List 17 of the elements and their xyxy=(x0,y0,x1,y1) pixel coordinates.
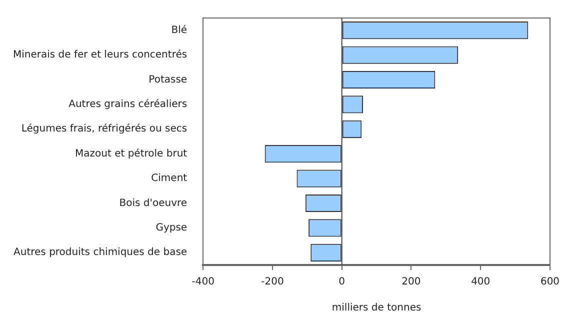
y-tick-label: Mazout et pétrole brut xyxy=(75,148,188,160)
x-tick-label: -200 xyxy=(261,276,284,288)
y-tick-label: Blé xyxy=(171,24,188,36)
y-tick-label: Ciment xyxy=(151,173,188,184)
y-tick-label: Légumes frais, réfrigérés ou secs xyxy=(21,124,188,135)
x-tick-label: -400 xyxy=(192,276,214,288)
y-tick-label: Minerais de fer et leurs concentrés xyxy=(12,50,188,61)
y-tick-label: Autres grains céréaliers xyxy=(68,99,188,110)
y-tick-label: Gypse xyxy=(156,222,188,234)
x-tick-label: 600 xyxy=(540,276,560,288)
y-tick-label: Potasse xyxy=(148,74,188,86)
x-axis-title: milliers de tonnes xyxy=(332,302,422,314)
x-tick-label: 400 xyxy=(471,276,490,288)
x-tick-label: 200 xyxy=(402,276,421,288)
y-tick-label: Bois d'oeuvre xyxy=(119,198,188,209)
x-tick-label: 0 xyxy=(338,276,346,288)
y-tick-label: Autres produits chimiques de base xyxy=(14,247,188,258)
